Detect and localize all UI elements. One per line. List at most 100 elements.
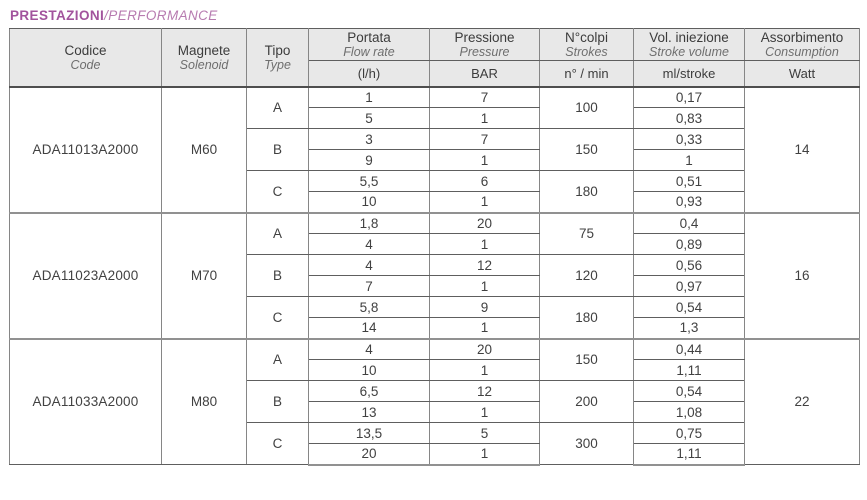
col-header-colpi-main: N°colpi bbox=[565, 29, 608, 45]
type-cell: C bbox=[246, 422, 309, 465]
volume-cell: 1,08 bbox=[633, 401, 745, 423]
volume-cell: 0,89 bbox=[633, 233, 745, 255]
type-cell: A bbox=[246, 86, 309, 129]
type-cell: C bbox=[246, 170, 309, 213]
watt-cell: 14 bbox=[744, 86, 860, 213]
volume-cell: 1,3 bbox=[633, 317, 745, 339]
flow-cell: 14 bbox=[308, 317, 430, 339]
flow-cell: 3 bbox=[308, 128, 430, 150]
pressure-cell: 20 bbox=[429, 211, 540, 234]
volume-cell: 0,4 bbox=[633, 211, 745, 234]
strokes-cell: 100 bbox=[539, 86, 634, 129]
table-row: 20 1 1,11 bbox=[10, 443, 860, 466]
volume-cell: 0,44 bbox=[633, 337, 745, 360]
volume-cell: 0,97 bbox=[633, 275, 745, 297]
pressure-cell: 1 bbox=[429, 317, 540, 339]
table-row: 7 1 0,97 bbox=[10, 275, 860, 297]
col-header-colpi: N°colpi Strokes bbox=[539, 28, 634, 61]
volume-cell: 1,11 bbox=[633, 443, 745, 466]
strokes-cell: 180 bbox=[539, 170, 634, 213]
col-header-portata: Portata Flow rate bbox=[308, 28, 430, 61]
pressure-cell: 1 bbox=[429, 233, 540, 255]
table-row: 10 1 0,93 bbox=[10, 191, 860, 213]
col-header-vol-iniezione: Vol. iniezione Stroke volume bbox=[633, 28, 745, 61]
watt-cell: 22 bbox=[744, 337, 860, 465]
flow-cell: 6,5 bbox=[308, 380, 430, 402]
flow-cell: 5,5 bbox=[308, 170, 430, 192]
table-row: ADA11013A2000 M60 A 1 7 100 0,17 14 bbox=[9, 86, 860, 213]
unit-header-volume: ml/stroke bbox=[633, 60, 745, 88]
pressure-cell: 7 bbox=[429, 128, 540, 150]
flow-cell: 20 bbox=[308, 443, 430, 466]
code-cell: ADA11013A2000 bbox=[9, 86, 162, 213]
col-header-codice-main: Codice bbox=[64, 42, 107, 58]
col-header-tipo: Tipo Type bbox=[246, 28, 309, 88]
type-cell: B bbox=[246, 128, 309, 171]
volume-cell: 0,17 bbox=[633, 86, 745, 108]
type-cell: A bbox=[246, 211, 309, 255]
table-row: ADA11023A2000 M70 A 1,8 20 75 0,4 16 bbox=[9, 211, 860, 339]
volume-cell: 0,33 bbox=[633, 128, 745, 150]
volume-cell: 0,54 bbox=[633, 296, 745, 318]
flow-cell: 13,5 bbox=[308, 422, 430, 444]
flow-cell: 10 bbox=[308, 359, 430, 381]
col-header-codice-sub: Code bbox=[70, 57, 101, 72]
pressure-cell: 1 bbox=[429, 443, 540, 466]
pressure-cell: 1 bbox=[429, 359, 540, 381]
type-cell: C bbox=[246, 296, 309, 339]
page-title-english: /PERFORMANCE bbox=[104, 8, 218, 23]
pressure-cell: 20 bbox=[429, 337, 540, 360]
pressure-cell: 7 bbox=[429, 86, 540, 108]
flow-cell: 5 bbox=[308, 107, 430, 129]
datasheet-page: PRESTAZIONI/PERFORMANCE Codice Code Magn… bbox=[9, 8, 860, 466]
unit-header-strokes: n° / min bbox=[539, 60, 634, 88]
pressure-cell: 12 bbox=[429, 380, 540, 402]
pressure-cell: 1 bbox=[429, 107, 540, 129]
flow-cell: 4 bbox=[308, 337, 430, 360]
magnet-cell: M70 bbox=[161, 211, 247, 339]
col-header-pressione: Pressione Pressure bbox=[429, 28, 540, 61]
flow-cell: 4 bbox=[308, 233, 430, 255]
volume-cell: 0,83 bbox=[633, 107, 745, 129]
table-row: 5 1 0,83 bbox=[10, 107, 860, 129]
page-title: PRESTAZIONI/PERFORMANCE bbox=[10, 8, 859, 23]
col-header-vol-main: Vol. iniezione bbox=[649, 29, 729, 45]
type-cell: A bbox=[246, 337, 309, 381]
table-row: C 5,8 9 180 0,54 bbox=[10, 296, 860, 339]
type-cell: B bbox=[246, 254, 309, 297]
pressure-cell: 5 bbox=[429, 422, 540, 444]
magnet-cell: M80 bbox=[161, 337, 247, 465]
flow-cell: 1,8 bbox=[308, 211, 430, 234]
col-header-portata-sub: Flow rate bbox=[343, 45, 395, 60]
col-header-colpi-sub: Strokes bbox=[565, 45, 608, 60]
magnet-cell: M60 bbox=[161, 86, 247, 213]
col-header-vol-sub: Stroke volume bbox=[649, 45, 729, 60]
strokes-cell: 75 bbox=[539, 211, 634, 255]
table-row: B 4 12 120 0,56 bbox=[10, 254, 860, 297]
volume-cell: 0,56 bbox=[633, 254, 745, 276]
pressure-cell: 6 bbox=[429, 170, 540, 192]
volume-cell: 0,51 bbox=[633, 170, 745, 192]
unit-header-watt: Watt bbox=[744, 60, 860, 88]
volume-cell: 0,93 bbox=[633, 191, 745, 213]
col-header-tipo-main: Tipo bbox=[264, 42, 291, 58]
flow-cell: 5,8 bbox=[308, 296, 430, 318]
strokes-cell: 300 bbox=[539, 422, 634, 465]
table-row: 10 1 1,11 bbox=[10, 359, 860, 381]
volume-cell: 1,11 bbox=[633, 359, 745, 381]
flow-cell: 9 bbox=[308, 149, 430, 171]
col-header-assorbimento: Assorbimento Consumption bbox=[744, 28, 860, 61]
flow-cell: 7 bbox=[308, 275, 430, 297]
strokes-cell: 120 bbox=[539, 254, 634, 297]
col-header-tipo-sub: Type bbox=[264, 57, 291, 72]
pressure-cell: 1 bbox=[429, 275, 540, 297]
volume-cell: 1 bbox=[633, 149, 745, 171]
pressure-cell: 9 bbox=[429, 296, 540, 318]
pressure-cell: 1 bbox=[429, 191, 540, 213]
col-header-assorbimento-main: Assorbimento bbox=[760, 29, 844, 45]
pressure-cell: 1 bbox=[429, 401, 540, 423]
pressure-cell: 12 bbox=[429, 254, 540, 276]
strokes-cell: 180 bbox=[539, 296, 634, 339]
flow-cell: 10 bbox=[308, 191, 430, 213]
pressure-cell: 1 bbox=[429, 149, 540, 171]
